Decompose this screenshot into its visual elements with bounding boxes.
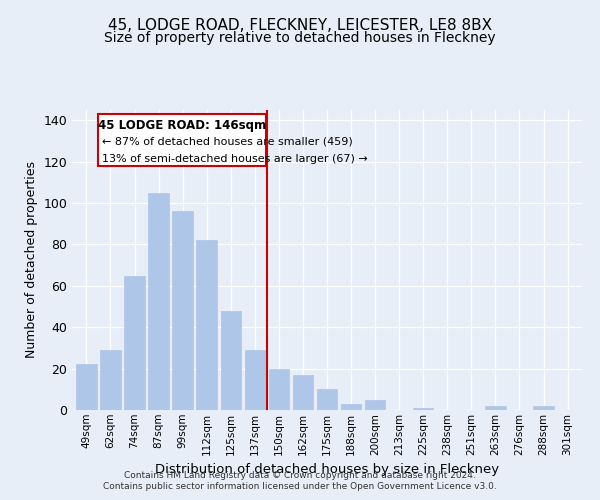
Y-axis label: Number of detached properties: Number of detached properties [25,162,38,358]
FancyBboxPatch shape [98,114,266,166]
Bar [196,240,217,410]
Text: ← 87% of detached houses are smaller (459): ← 87% of detached houses are smaller (45… [102,137,353,147]
Bar [221,310,241,410]
Text: Contains public sector information licensed under the Open Government Licence v3: Contains public sector information licen… [103,482,497,491]
Bar [245,350,265,410]
Bar [365,400,385,410]
X-axis label: Distribution of detached houses by size in Fleckney: Distribution of detached houses by size … [155,463,499,476]
Bar [172,212,193,410]
Text: 13% of semi-detached houses are larger (67) →: 13% of semi-detached houses are larger (… [102,154,368,164]
Text: Size of property relative to detached houses in Fleckney: Size of property relative to detached ho… [104,31,496,45]
Text: Contains HM Land Registry data © Crown copyright and database right 2024.: Contains HM Land Registry data © Crown c… [124,471,476,480]
Bar [124,276,145,410]
Text: 45, LODGE ROAD, FLECKNEY, LEICESTER, LE8 8BX: 45, LODGE ROAD, FLECKNEY, LEICESTER, LE8… [108,18,492,32]
Bar [293,375,313,410]
Bar [533,406,554,410]
Bar [76,364,97,410]
Bar [341,404,361,410]
Bar [100,350,121,410]
Bar [148,193,169,410]
Bar [413,408,433,410]
Text: 45 LODGE ROAD: 146sqm: 45 LODGE ROAD: 146sqm [98,120,266,132]
Bar [269,368,289,410]
Bar [485,406,506,410]
Bar [317,390,337,410]
